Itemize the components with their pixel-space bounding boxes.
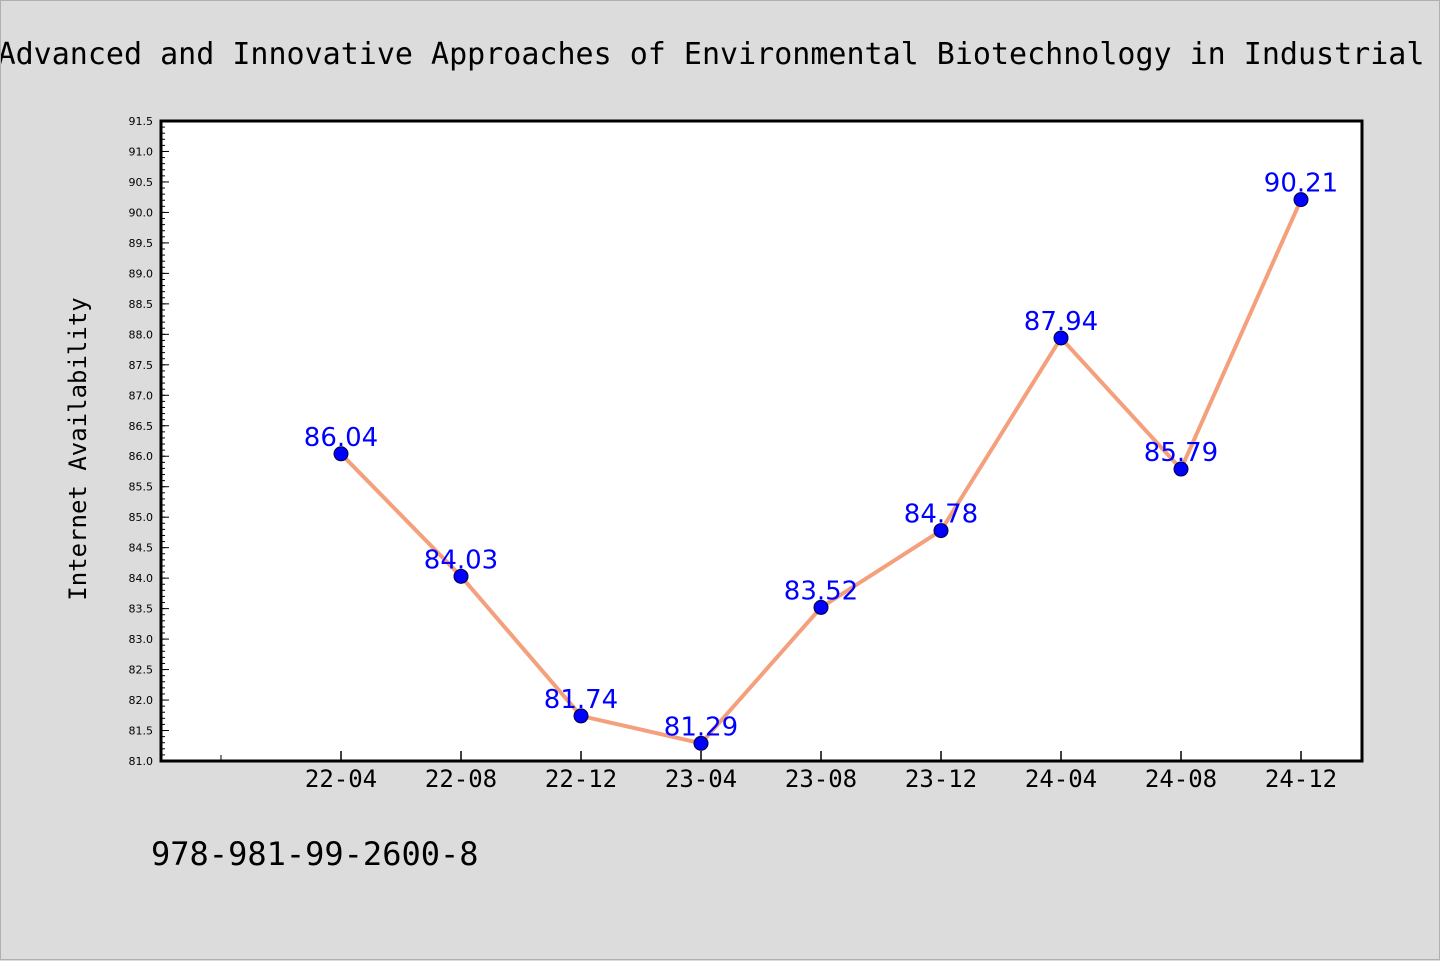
y-tick-label: 82.5 xyxy=(129,664,154,677)
plot-area xyxy=(159,119,1364,763)
y-tick-label: 84.0 xyxy=(129,572,154,585)
y-tick-label: 87.0 xyxy=(129,389,154,402)
y-tick-label: 86.0 xyxy=(129,450,154,463)
y-tick-label: 85.5 xyxy=(129,481,154,494)
y-tick-label: 81.0 xyxy=(129,755,154,768)
x-tick-label: 23-08 xyxy=(785,765,857,793)
y-tick-label: 89.5 xyxy=(129,237,154,250)
x-axis: 22-04 22-08 22-12 23-04 23-08 23-12 24-04 24-08… xyxy=(220,751,1337,793)
chart-title: Advanced and Innovative Approaches of En… xyxy=(1,37,1424,72)
y-axis: 81.0 81.5 82.0 82.5 83.0 83.5 84.0 84.5 85.0 85.5… xyxy=(129,115,169,768)
x-tick-label: 22-08 xyxy=(425,765,497,793)
y-tick-label: 88.5 xyxy=(129,298,154,311)
y-tick-label: 83.0 xyxy=(129,633,154,646)
data-label: 84.78 xyxy=(904,500,978,530)
data-point xyxy=(693,735,709,751)
data-point xyxy=(333,446,349,462)
y-tick-label: 84.5 xyxy=(129,542,154,555)
y-tick-label: 88.0 xyxy=(129,328,154,341)
data-label: 81.29 xyxy=(664,712,738,742)
y-tick-label: 86.5 xyxy=(129,420,154,433)
y-axis-label: Internet Availability xyxy=(64,297,92,600)
y-tick-label: 83.5 xyxy=(129,603,154,616)
data-point xyxy=(453,568,469,584)
data-label: 86.04 xyxy=(304,423,378,453)
data-label: 85.79 xyxy=(1144,438,1218,468)
y-tick-label: 90.0 xyxy=(129,206,154,219)
y-tick-label: 91.5 xyxy=(129,115,154,128)
data-point xyxy=(1053,330,1069,346)
x-tick-label: 22-04 xyxy=(305,765,377,793)
x-tick-label: 24-04 xyxy=(1025,765,1097,793)
x-tick-label: 22-12 xyxy=(545,765,617,793)
data-label: 87.94 xyxy=(1024,307,1098,337)
data-label: 81.74 xyxy=(544,685,618,715)
isbn-text: 978-981-99-2600-8 xyxy=(151,835,479,873)
y-tick-label: 85.0 xyxy=(129,511,154,524)
y-tick-label: 90.5 xyxy=(129,176,154,189)
data-point xyxy=(933,523,949,539)
y-tick-label: 91.0 xyxy=(129,145,154,158)
y-tick-label: 82.0 xyxy=(129,694,154,707)
data-label: 90.21 xyxy=(1264,169,1338,199)
data-label: 84.03 xyxy=(424,545,498,575)
x-tick-label: 23-12 xyxy=(905,765,977,793)
y-tick-label: 87.5 xyxy=(129,359,154,372)
y-tick-label: 81.5 xyxy=(129,725,154,738)
data-point xyxy=(1293,192,1309,208)
series-group: 86.04 84.03 81.74 81.29 83.52 84.78 87.94 85.79… xyxy=(304,169,1338,751)
x-tick-label: 23-04 xyxy=(665,765,737,793)
x-tick-label: 24-08 xyxy=(1145,765,1217,793)
data-point xyxy=(813,599,829,615)
x-tick-label: 24-12 xyxy=(1265,765,1337,793)
data-point xyxy=(1173,461,1189,477)
data-point xyxy=(573,708,589,724)
data-label: 83.52 xyxy=(784,576,858,606)
y-tick-label: 89.0 xyxy=(129,267,154,280)
